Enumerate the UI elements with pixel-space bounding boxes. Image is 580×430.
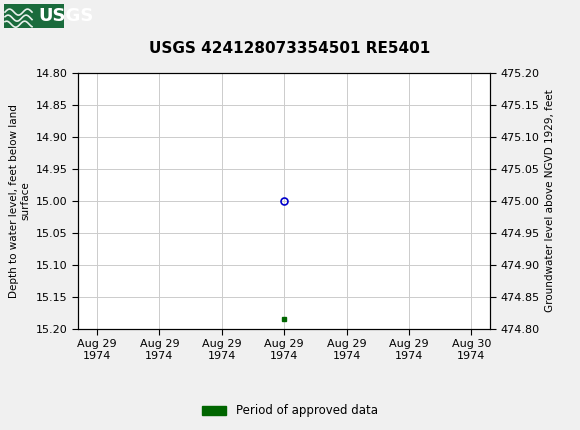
Y-axis label: Depth to water level, feet below land
surface: Depth to water level, feet below land su… [9,104,31,298]
Text: USGS 424128073354501 RE5401: USGS 424128073354501 RE5401 [150,41,430,56]
Legend: Period of approved data: Period of approved data [198,399,382,422]
FancyBboxPatch shape [4,4,64,28]
Text: USGS: USGS [38,7,93,25]
Y-axis label: Groundwater level above NGVD 1929, feet: Groundwater level above NGVD 1929, feet [545,89,555,313]
